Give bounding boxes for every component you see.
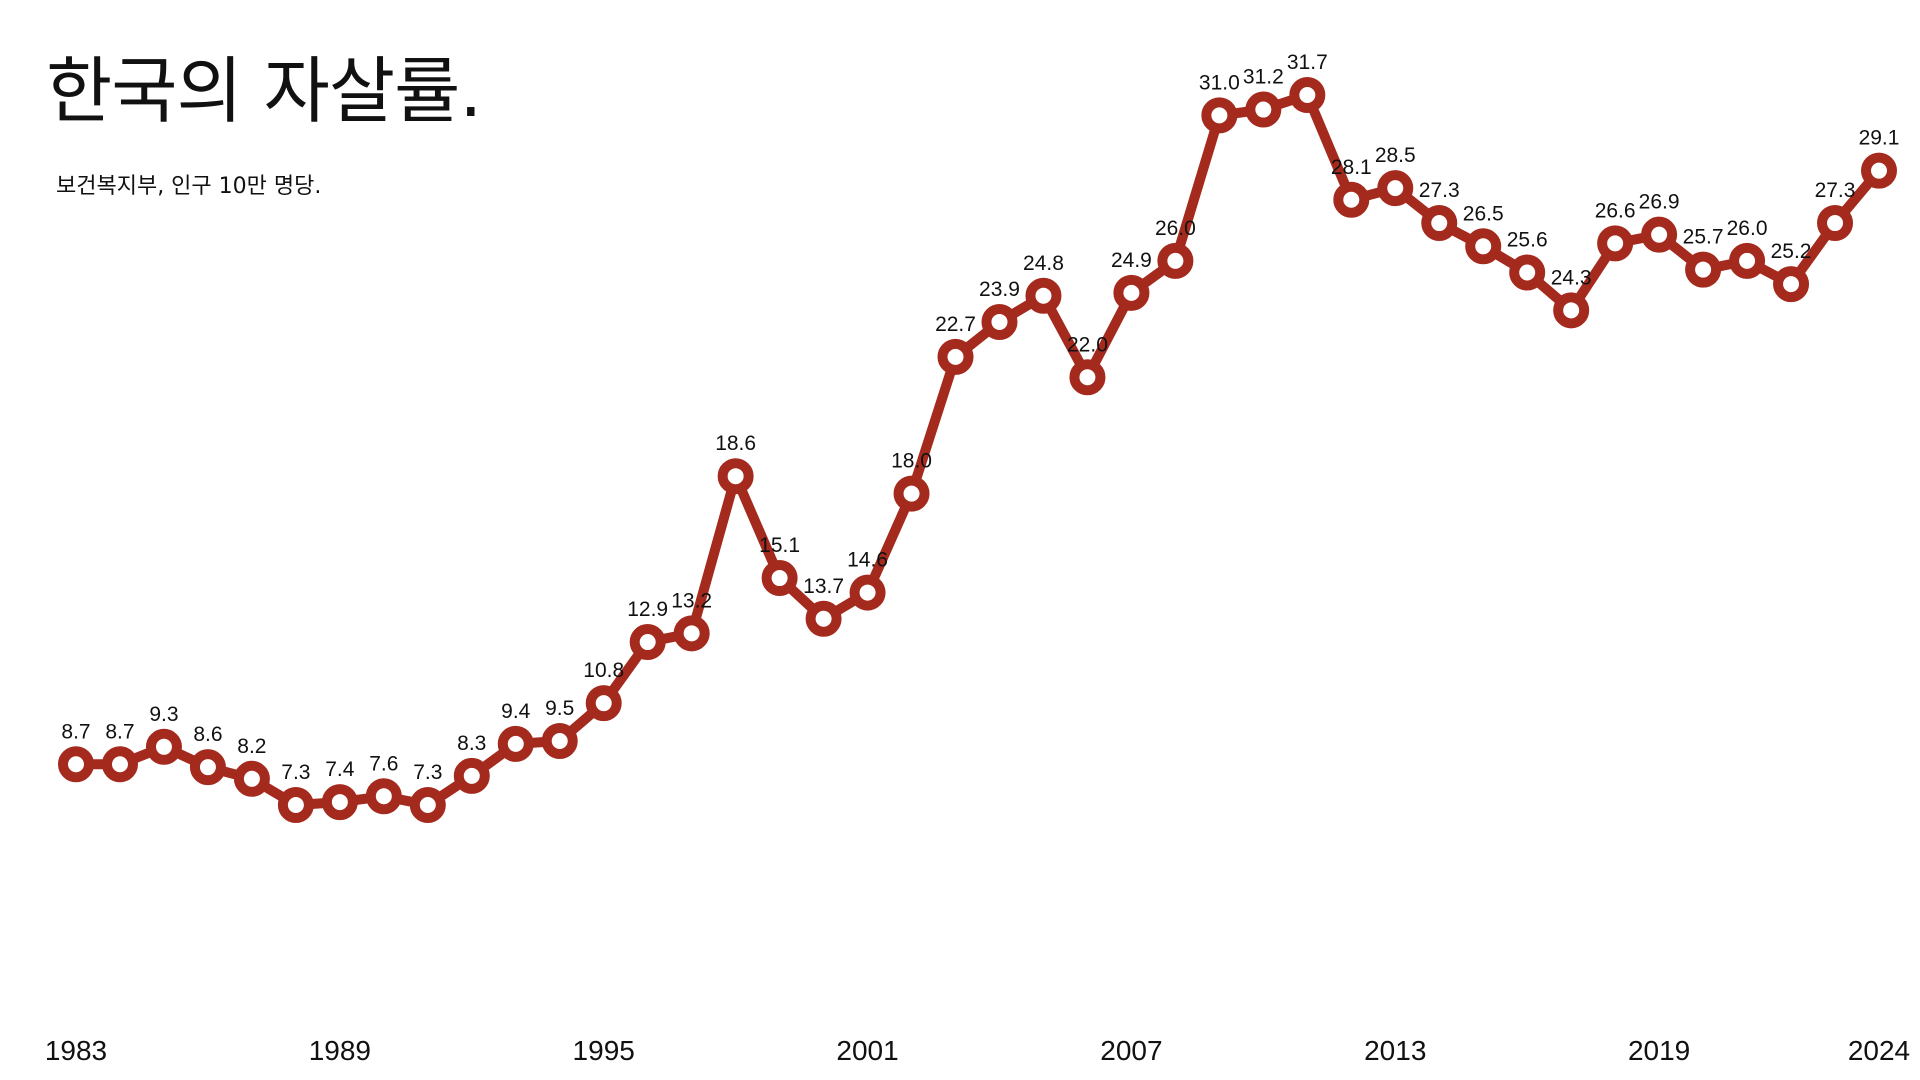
data-point-marker[interactable] (717, 458, 754, 495)
data-value-label: 22.0 (1067, 333, 1108, 356)
data-value-label: 9.3 (149, 703, 178, 726)
data-point-marker[interactable] (1773, 266, 1810, 303)
data-value-label: 13.7 (803, 575, 844, 598)
data-value-label: 26.9 (1639, 191, 1680, 214)
data-value-label: 22.7 (935, 313, 976, 336)
data-point-marker[interactable] (1289, 77, 1326, 113)
data-value-label: 25.6 (1507, 229, 1548, 252)
data-point-marker[interactable] (1729, 242, 1766, 279)
data-value-label: 7.3 (413, 761, 442, 784)
data-point-marker[interactable] (937, 338, 974, 375)
data-value-label: 14.6 (847, 549, 888, 572)
data-point-marker[interactable] (585, 685, 622, 722)
data-point-marker[interactable] (321, 784, 358, 821)
x-axis-tick-label: 1989 (309, 1035, 371, 1066)
data-point-marker[interactable] (541, 722, 578, 759)
data-point-marker[interactable] (1157, 242, 1194, 279)
data-value-label: 8.3 (457, 732, 486, 755)
data-point-marker[interactable] (1201, 97, 1238, 134)
data-point-marker[interactable] (277, 787, 314, 823)
x-axis-tick-label: 2001 (836, 1035, 898, 1066)
data-point-marker[interactable] (145, 728, 182, 765)
data-point-marker[interactable] (1333, 181, 1370, 218)
data-value-label: 9.4 (501, 700, 531, 723)
data-point-marker[interactable] (1377, 170, 1414, 207)
data-value-label: 29.1 (1859, 127, 1900, 150)
data-value-label: 8.7 (105, 720, 134, 743)
x-axis-tick-label: 2024 (1848, 1035, 1910, 1066)
data-value-label: 28.1 (1331, 156, 1372, 179)
data-value-label: 27.3 (1815, 179, 1856, 202)
data-point-marker[interactable] (1597, 225, 1634, 262)
data-value-label: 28.5 (1375, 144, 1416, 167)
chart-title: 한국의 자살률. (46, 49, 482, 133)
data-value-label: 8.6 (193, 723, 222, 746)
data-point-marker[interactable] (673, 615, 710, 652)
data-value-label: 26.0 (1727, 217, 1768, 240)
x-axis-tick-label: 2007 (1100, 1035, 1162, 1066)
data-point-marker[interactable] (1685, 251, 1722, 288)
chart-subtitle: 보건복지부, 인구 10만 명당. (56, 174, 322, 199)
data-value-label: 7.3 (281, 761, 310, 784)
data-value-label: 23.9 (979, 278, 1020, 301)
data-value-label: 7.6 (369, 752, 398, 775)
data-value-label: 31.2 (1243, 66, 1284, 89)
data-point-marker[interactable] (365, 778, 402, 815)
data-value-label: 24.3 (1551, 266, 1592, 289)
data-value-label: 24.8 (1023, 252, 1064, 275)
data-value-label: 15.1 (759, 534, 800, 557)
data-point-marker[interactable] (1553, 292, 1590, 329)
data-value-label: 18.6 (715, 432, 756, 455)
data-point-marker[interactable] (1509, 254, 1546, 291)
data-value-label: 26.5 (1463, 202, 1504, 225)
data-value-label: 26.0 (1155, 217, 1196, 240)
x-axis-tick-label: 2019 (1628, 1035, 1690, 1066)
data-value-label: 18.0 (891, 450, 932, 473)
data-point-group (58, 77, 1897, 823)
data-value-label: 26.6 (1595, 199, 1636, 222)
data-point-marker[interactable] (1465, 228, 1502, 265)
data-value-label: 13.2 (671, 589, 712, 612)
x-axis-tick-group: 1983 1989 1995 2001 2007 2013 2019 2024 (45, 1035, 1910, 1066)
data-value-label: 31.0 (1199, 71, 1240, 94)
data-point-marker[interactable] (101, 746, 138, 783)
data-point-marker[interactable] (893, 475, 930, 512)
data-point-marker[interactable] (1861, 152, 1897, 189)
data-point-marker[interactable] (629, 624, 666, 661)
data-point-marker[interactable] (1421, 205, 1458, 242)
data-value-label: 12.9 (627, 598, 668, 621)
data-point-marker[interactable] (409, 787, 446, 823)
data-value-label: 7.4 (325, 758, 355, 781)
data-point-marker[interactable] (1113, 274, 1150, 311)
data-point-marker[interactable] (1641, 216, 1678, 253)
x-axis-tick-label: 1983 (45, 1035, 107, 1066)
data-value-label: 9.5 (545, 697, 574, 720)
data-value-label: 24.9 (1111, 249, 1152, 272)
data-value-label: 25.7 (1683, 226, 1724, 249)
data-point-marker[interactable] (805, 600, 842, 637)
data-point-marker[interactable] (453, 757, 490, 794)
data-point-marker[interactable] (233, 760, 270, 797)
x-axis-tick-label: 1995 (573, 1035, 635, 1066)
data-point-marker[interactable] (1025, 277, 1062, 314)
data-value-label: 25.2 (1771, 240, 1812, 263)
data-point-marker[interactable] (1069, 359, 1106, 396)
data-point-marker[interactable] (1245, 91, 1282, 128)
data-point-marker[interactable] (58, 746, 94, 783)
data-value-label: 31.7 (1287, 51, 1328, 74)
data-point-marker[interactable] (1817, 205, 1854, 242)
data-value-label: 8.7 (61, 720, 90, 743)
x-axis-tick-label: 2013 (1364, 1035, 1426, 1066)
data-value-label: 10.8 (583, 659, 624, 682)
data-value-label: 27.3 (1419, 179, 1460, 202)
data-point-marker[interactable] (189, 749, 226, 786)
data-label-group: 8.7 8.7 9.3 8.6 8.2 7.3 7.4 7.6 7.3 8.3 9.4 9.5 10.8… (61, 51, 1899, 784)
data-point-marker[interactable] (849, 574, 886, 611)
data-value-label: 8.2 (237, 735, 266, 758)
data-point-marker[interactable] (981, 303, 1018, 340)
data-point-marker[interactable] (761, 560, 798, 597)
data-point-marker[interactable] (497, 725, 534, 762)
